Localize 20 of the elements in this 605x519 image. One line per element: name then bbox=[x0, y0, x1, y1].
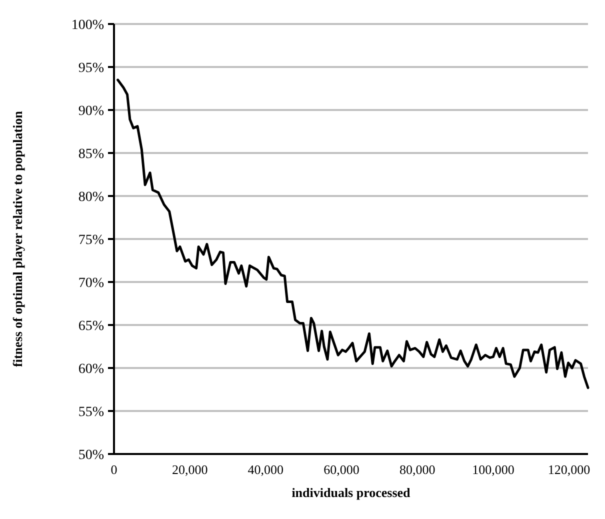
y-axis-title: fitness of optimal player relative to population bbox=[10, 110, 25, 367]
x-tick-label: 100,000 bbox=[472, 462, 514, 477]
y-tick-label: 90% bbox=[78, 104, 104, 119]
y-tick-label: 55% bbox=[78, 404, 104, 420]
y-tick-label: 65% bbox=[78, 318, 104, 334]
x-tick-label: 80,000 bbox=[399, 462, 436, 477]
x-tick-label: 40,000 bbox=[248, 462, 284, 477]
y-tick-label: 95% bbox=[78, 60, 104, 76]
y-tick-label: 100% bbox=[71, 18, 104, 33]
y-tick-label: 60% bbox=[78, 362, 104, 377]
y-tick-label: 75% bbox=[78, 232, 104, 248]
x-tick-label: 60,000 bbox=[324, 462, 360, 477]
x-tick-label: 20,000 bbox=[172, 462, 208, 477]
y-tick-label: 70% bbox=[78, 276, 104, 291]
y-tick-label: 85% bbox=[78, 146, 104, 162]
x-tick-label: 0 bbox=[110, 462, 118, 477]
x-axis-title: individuals processed bbox=[292, 485, 412, 500]
y-tick-label: 80% bbox=[78, 190, 104, 205]
y-tick-label: 50% bbox=[78, 448, 104, 463]
x-tick-label: 120,000 bbox=[548, 462, 590, 477]
